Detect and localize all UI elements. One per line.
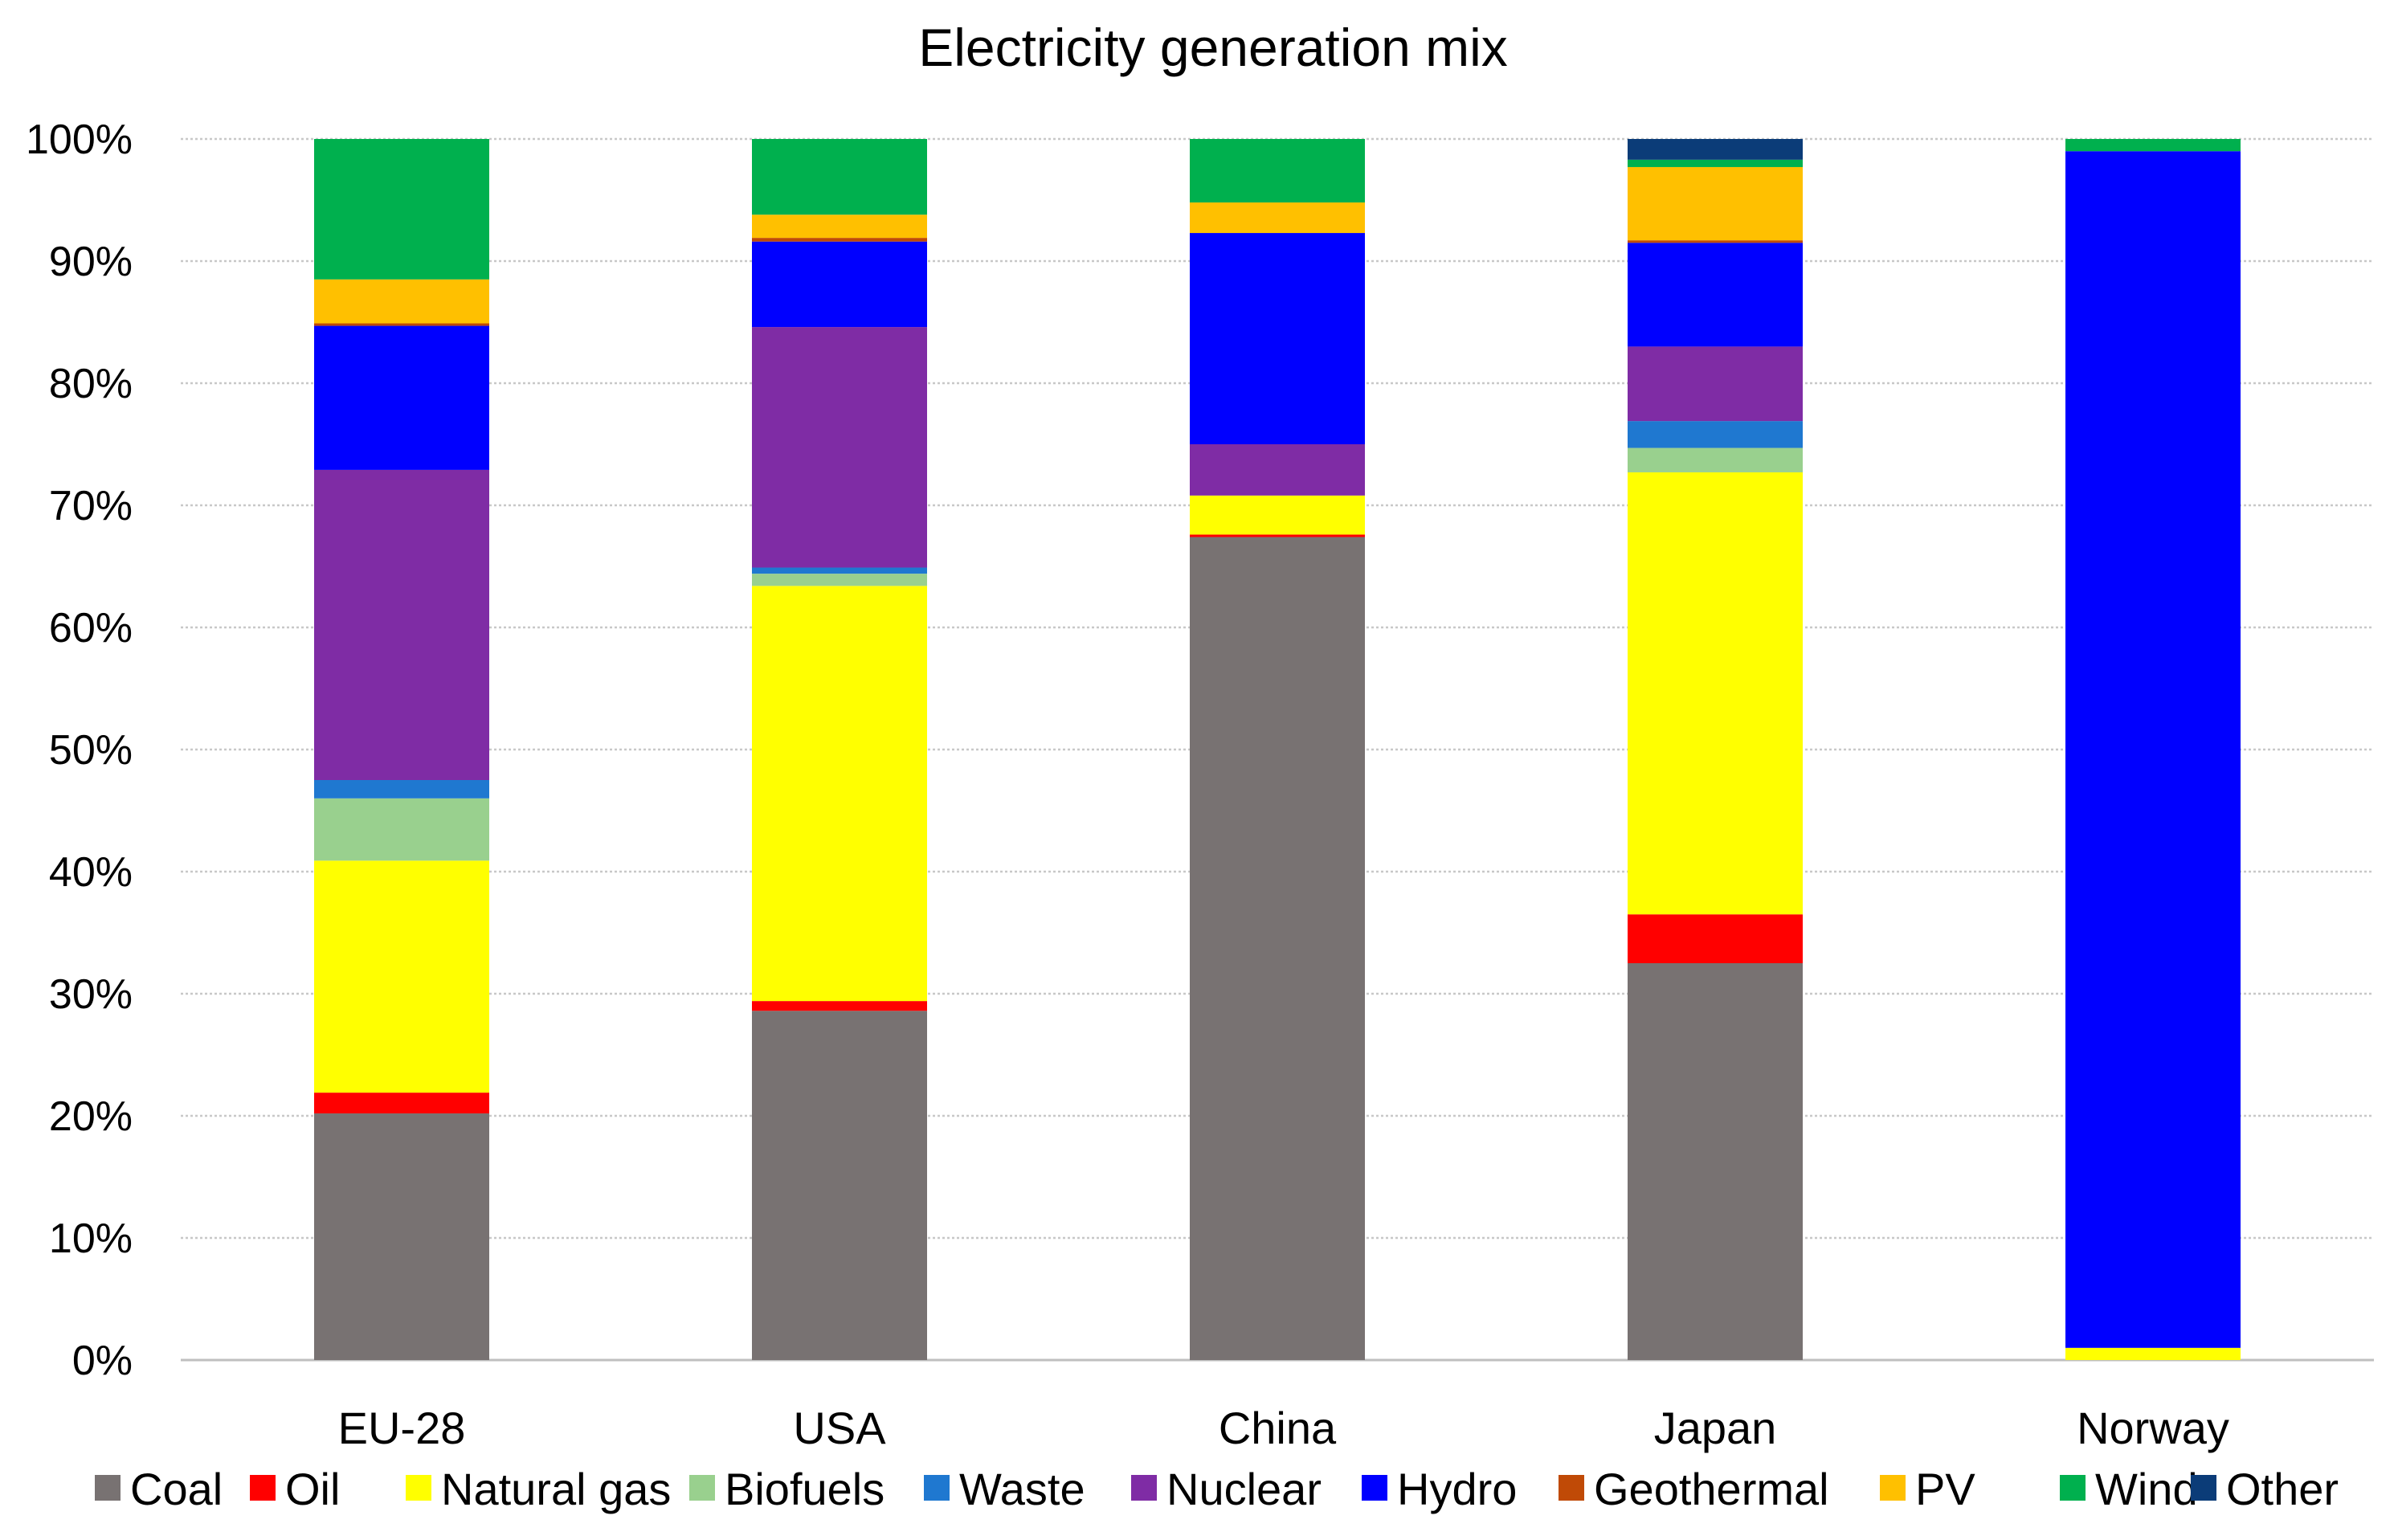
bar-stack (1190, 139, 1365, 1360)
y-tick-label: 100% (26, 116, 133, 163)
y-tick-label: 30% (49, 971, 133, 1018)
legend-swatch (1131, 1475, 1157, 1501)
legend-label: Coal (130, 1464, 223, 1514)
bar-segment (314, 139, 489, 280)
legend-label: Hydro (1397, 1464, 1517, 1514)
y-tick-label: 40% (49, 849, 133, 896)
legend-label: Other (2226, 1464, 2339, 1514)
legend-swatch (2060, 1475, 2086, 1501)
bar-segment (752, 327, 927, 568)
legend-label: Natural gas (441, 1464, 671, 1514)
y-tick-label: 10% (49, 1215, 133, 1262)
chart-title: Electricity generation mix (918, 18, 1508, 77)
bar-segment (752, 1011, 927, 1360)
bar-segment (1190, 537, 1365, 1360)
legend-swatch (95, 1475, 121, 1501)
bar-segment (314, 323, 489, 326)
legend-label: Oil (285, 1464, 340, 1514)
bar-segment (752, 241, 927, 328)
bar-segment (2065, 1347, 2241, 1360)
bar-segment (752, 567, 927, 574)
legend-label: Nuclear (1166, 1464, 1322, 1514)
bar-segment (1190, 495, 1365, 535)
x-tick-label: Japan (1654, 1403, 1777, 1453)
bar-segment (1628, 346, 1803, 422)
bar-segment (1628, 159, 1803, 167)
bar-stack (1628, 139, 1803, 1360)
legend-label: Geothermal (1594, 1464, 1829, 1514)
bar-stack (752, 139, 927, 1360)
bar-segment (1628, 421, 1803, 448)
bar-segment (1628, 166, 1803, 241)
legend-swatch (250, 1475, 276, 1501)
y-tick-label: 70% (49, 483, 133, 529)
bar-segment (314, 860, 489, 1093)
bar-segment (2065, 151, 2241, 1348)
bar-segment (314, 798, 489, 861)
bar-segment (1190, 444, 1365, 496)
bar-segment (752, 586, 927, 1002)
bar-segment (1628, 447, 1803, 472)
legend-swatch (1362, 1475, 1387, 1501)
bar-segment (752, 238, 927, 242)
bar-segment (1628, 243, 1803, 347)
bar-segment (314, 325, 489, 470)
y-tick-label: 20% (49, 1093, 133, 1140)
y-tick-label: 80% (49, 361, 133, 407)
y-axis-ticks: 0% 10% 20% 30% 40% 50% 60% 70% 80% 90% 100% (26, 116, 133, 1384)
bar-segment (1190, 534, 1365, 537)
bar-segment (314, 1093, 489, 1113)
bar-segment (752, 139, 927, 215)
legend-swatch (1880, 1475, 1906, 1501)
bar-segment (1190, 139, 1365, 203)
bar-segment (1628, 240, 1803, 243)
bar-segment (314, 469, 489, 780)
bars (314, 139, 2241, 1360)
bar-segment (752, 1001, 927, 1011)
legend-swatch (1559, 1475, 1584, 1501)
bar-segment (314, 780, 489, 799)
y-tick-label: 0% (72, 1338, 133, 1384)
bar-segment (752, 214, 927, 239)
bar-segment (1628, 914, 1803, 963)
x-tick-label: Norway (2077, 1403, 2229, 1453)
bar-segment (752, 574, 927, 586)
bar-segment (2065, 139, 2241, 152)
bar-segment (1628, 472, 1803, 915)
legend-swatch (406, 1475, 431, 1501)
x-tick-label: China (1219, 1403, 1337, 1453)
bar-segment (1628, 963, 1803, 1360)
legend: Coal Oil Natural gas Biofuels Waste Nuclear Hy… (95, 1464, 2339, 1514)
x-axis-ticks: EU-28 USA China Japan Norway (338, 1403, 2229, 1453)
x-tick-label: USA (793, 1403, 886, 1453)
legend-swatch (924, 1475, 950, 1501)
x-tick-label: EU-28 (338, 1403, 466, 1453)
bar-segment (1628, 139, 1803, 160)
legend-label: Waste (959, 1464, 1085, 1514)
legend-swatch (689, 1475, 715, 1501)
y-tick-label: 60% (49, 605, 133, 652)
y-tick-label: 50% (49, 727, 133, 774)
bar-stack (314, 139, 489, 1360)
bar-segment (314, 279, 489, 324)
y-tick-label: 90% (49, 239, 133, 285)
bar-segment (1190, 202, 1365, 234)
legend-label: PV (1915, 1464, 1975, 1514)
bar-segment (314, 1113, 489, 1360)
bar-segment (1190, 233, 1365, 444)
bar-stack (2065, 139, 2241, 1360)
legend-label: Wind (2095, 1464, 2198, 1514)
legend-swatch (2191, 1475, 2216, 1501)
legend-label: Biofuels (725, 1464, 884, 1514)
